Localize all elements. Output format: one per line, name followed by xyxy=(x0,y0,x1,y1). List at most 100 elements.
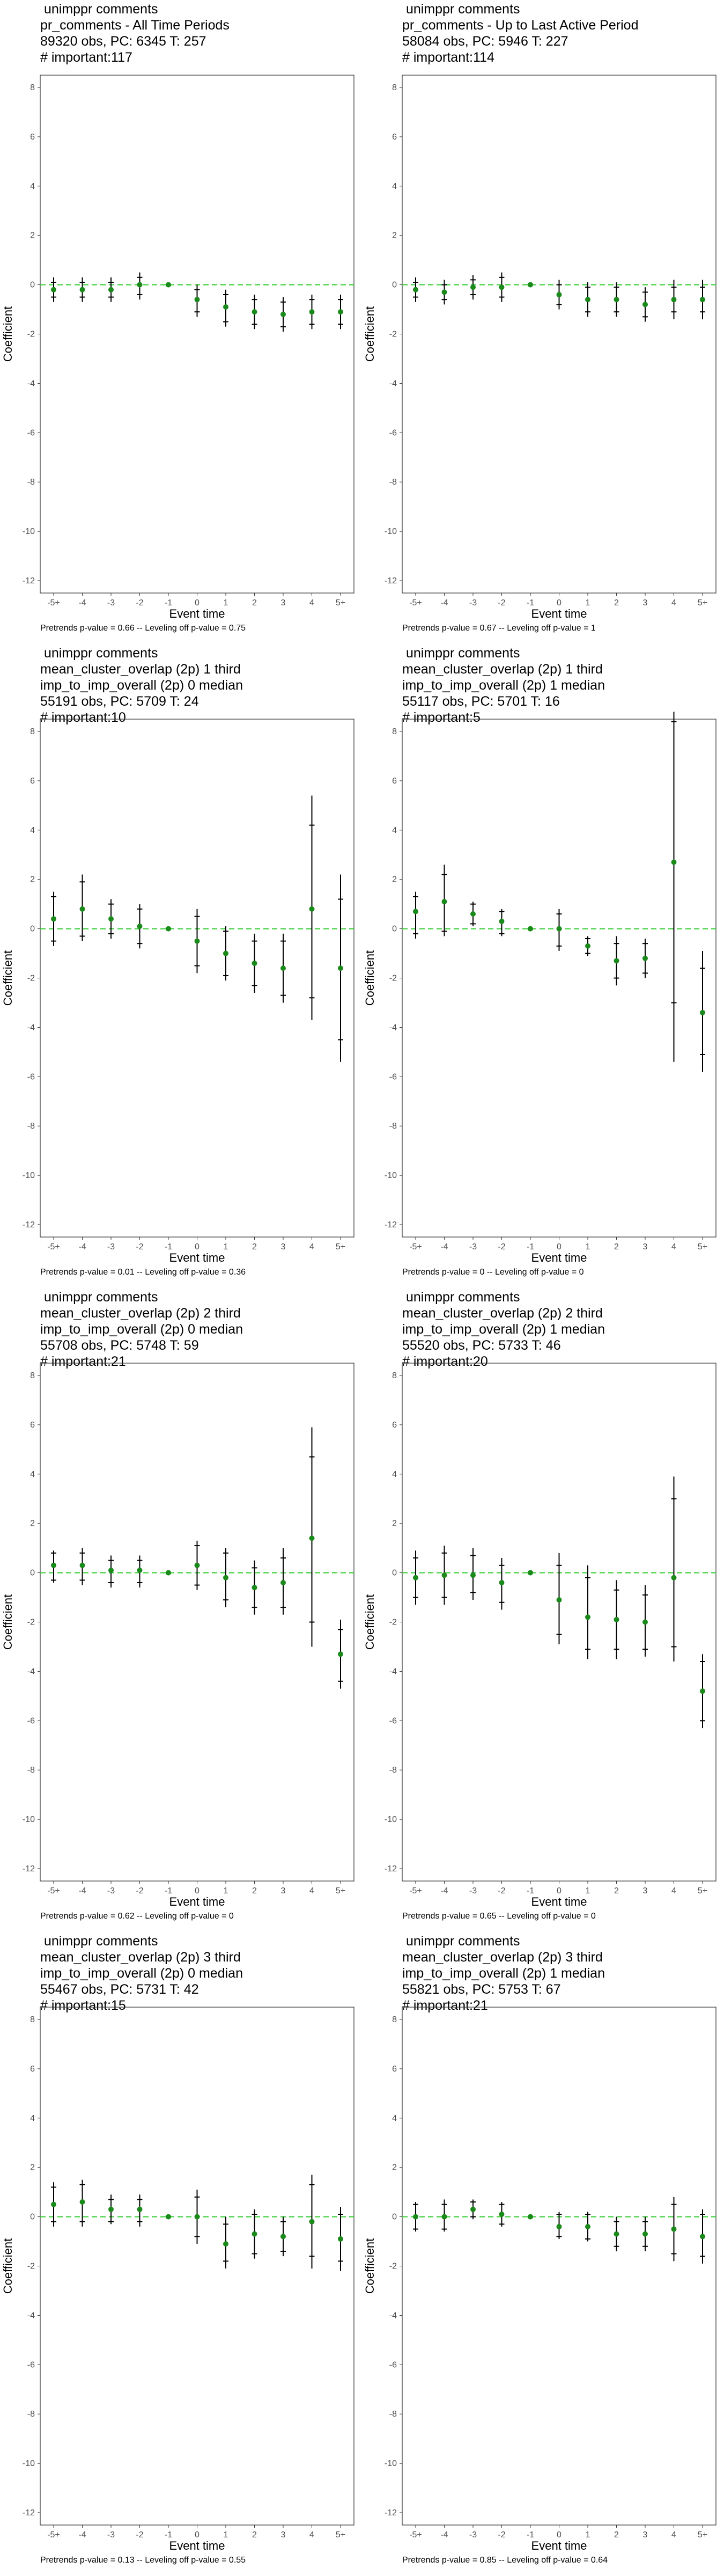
coefficient-estimate xyxy=(79,2179,85,2227)
y-tick-label: 2 xyxy=(392,231,397,240)
y-tick-label: -4 xyxy=(27,379,35,388)
x-tick-label: 1 xyxy=(586,598,590,608)
coefficient-estimate xyxy=(413,1550,418,1605)
x-tick-label: 2 xyxy=(252,1886,257,1896)
data-point xyxy=(79,906,85,912)
y-tick-label: -2 xyxy=(389,330,397,339)
x-axis-label: Event time xyxy=(169,1895,225,1908)
coefficient-estimate xyxy=(441,280,447,305)
x-tick-label: 2 xyxy=(252,1242,257,1252)
y-tick-label: -2 xyxy=(389,974,397,983)
y-tick-label: 0 xyxy=(30,281,35,290)
y-tick-label: -4 xyxy=(27,2311,35,2320)
y-tick-label: -2 xyxy=(27,1618,35,1627)
y-tick-label: 8 xyxy=(30,1371,35,1380)
data-point xyxy=(413,1575,418,1580)
data-point xyxy=(166,2214,171,2220)
x-tick-label: 1 xyxy=(586,1886,590,1896)
coefficient-estimate xyxy=(671,712,677,1062)
x-tick-label: -2 xyxy=(136,598,143,608)
chart-title-line: # important:117 xyxy=(40,50,132,65)
x-tick-label: -4 xyxy=(440,598,448,608)
x-tick-label: -2 xyxy=(498,1242,505,1252)
chart-title-line: 55117 obs, PC: 5701 T: 16 xyxy=(402,694,560,709)
coefficient-estimate xyxy=(470,275,476,300)
y-axis-label: Coefficient xyxy=(363,2238,376,2294)
coefficient-estimate xyxy=(280,2216,286,2257)
plot-frame xyxy=(402,719,716,1238)
y-tick-label: -6 xyxy=(389,1716,397,1725)
y-tick-label: 8 xyxy=(30,2015,35,2024)
y-tick-label: 0 xyxy=(30,1569,35,1578)
x-tick-label: 5+ xyxy=(336,1242,345,1252)
y-tick-label: 8 xyxy=(392,1371,397,1380)
coefficient-estimate xyxy=(137,272,143,300)
data-point xyxy=(528,282,533,288)
coefficient-estimate xyxy=(223,1548,228,1607)
coefficient-estimate xyxy=(671,2197,677,2262)
plot-frame xyxy=(40,1363,354,1882)
chart-title-line: # important:10 xyxy=(40,710,126,725)
coefficient-estimate xyxy=(137,904,143,949)
coefficient-estimate xyxy=(671,280,677,319)
x-tick-label: 5+ xyxy=(698,1886,707,1896)
chart-title-line: pr_comments - Up to Last Active Period xyxy=(402,18,639,33)
coefficient-estimate xyxy=(338,1619,343,1689)
chart-title-line: mean_cluster_overlap (2p) 3 third xyxy=(40,1950,241,1965)
y-tick-label: 4 xyxy=(392,1470,397,1479)
x-tick-label: -2 xyxy=(498,1886,505,1896)
x-tick-label: 4 xyxy=(309,1886,314,1896)
coefficient-estimate xyxy=(441,1546,447,1605)
chart-title-line: unimppr comments xyxy=(402,1290,520,1305)
x-axis-label: Event time xyxy=(531,607,587,620)
data-point xyxy=(194,297,200,303)
coefficient-estimate xyxy=(614,2216,619,2251)
x-tick-label: 3 xyxy=(643,598,648,608)
data-point xyxy=(528,1570,533,1576)
x-tick-label: -3 xyxy=(107,1886,115,1896)
x-tick-label: -1 xyxy=(527,2530,534,2540)
chart-title-line: unimppr comments xyxy=(40,2,158,17)
chart-title-line: 55708 obs, PC: 5748 T: 59 xyxy=(40,1338,199,1353)
x-tick-label: -4 xyxy=(78,598,86,608)
data-point xyxy=(137,2206,143,2212)
coefficient-estimate xyxy=(528,1570,533,1576)
y-tick-label: 6 xyxy=(30,1421,35,1430)
chart-title-line: 58084 obs, PC: 5946 T: 227 xyxy=(402,34,568,49)
y-tick-label: 4 xyxy=(30,826,35,835)
data-point xyxy=(441,1572,447,1578)
coefficient-estimate xyxy=(700,280,705,319)
x-axis-label: Event time xyxy=(169,607,225,620)
x-tick-label: 4 xyxy=(309,2530,314,2540)
x-tick-label: 0 xyxy=(195,1886,200,1896)
x-tick-label: 0 xyxy=(557,1242,562,1252)
coefficient-estimate xyxy=(499,272,505,302)
coefficient-estimate xyxy=(51,277,56,302)
chart-title-line: pr_comments - All Time Periods xyxy=(40,18,230,33)
y-tick-label: -10 xyxy=(23,527,35,536)
y-tick-label: -6 xyxy=(389,2360,397,2369)
y-tick-label: -12 xyxy=(23,576,35,586)
y-tick-label: -12 xyxy=(385,1220,397,1230)
coefficient-estimate xyxy=(51,891,56,946)
data-point xyxy=(499,284,505,290)
coefficient-estimate xyxy=(642,938,648,978)
x-tick-label: 1 xyxy=(224,2530,228,2540)
coefficient-estimate xyxy=(671,1476,677,1662)
coefficient-estimate xyxy=(309,2175,315,2269)
x-tick-label: 5+ xyxy=(336,598,345,608)
chart-title-line: 55467 obs, PC: 5731 T: 42 xyxy=(40,1982,199,1997)
chart-panel: unimppr comments mean_cluster_overlap (2p… xyxy=(362,644,724,1288)
coefficient-estimate xyxy=(614,936,619,986)
chart-title-line: unimppr comments xyxy=(402,646,520,661)
data-point xyxy=(51,287,56,292)
y-tick-label: 8 xyxy=(30,727,35,736)
coefficient-estimate xyxy=(108,1555,114,1588)
y-tick-label: -8 xyxy=(27,1122,35,1131)
chart-title-line: imp_to_imp_overall (2p) 0 median xyxy=(40,1966,243,1981)
chart-panel: unimppr comments mean_cluster_overlap (2p… xyxy=(0,644,362,1288)
x-tick-label: 3 xyxy=(643,1242,648,1252)
data-point xyxy=(280,1579,286,1585)
coefficient-estimate xyxy=(194,2190,200,2244)
